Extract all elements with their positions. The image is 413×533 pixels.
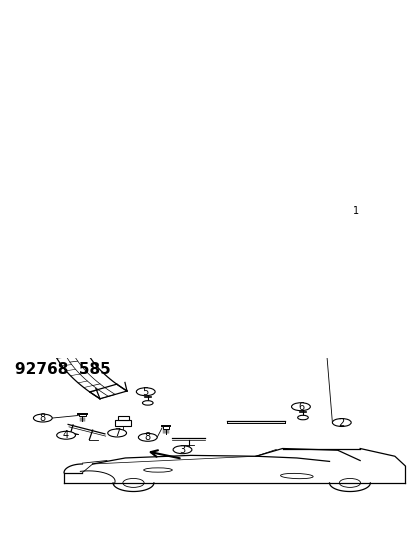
Circle shape xyxy=(173,446,191,454)
Text: 7: 7 xyxy=(114,428,120,438)
Text: 2: 2 xyxy=(338,417,344,427)
Bar xyxy=(162,426,169,429)
Text: 3: 3 xyxy=(179,445,185,455)
Circle shape xyxy=(138,433,157,441)
Circle shape xyxy=(346,207,365,215)
Text: 8: 8 xyxy=(145,432,150,442)
Text: 4: 4 xyxy=(63,430,69,440)
Circle shape xyxy=(33,414,52,422)
Text: 1: 1 xyxy=(352,206,358,216)
Circle shape xyxy=(107,429,126,437)
Circle shape xyxy=(142,401,153,405)
Circle shape xyxy=(332,418,350,426)
Circle shape xyxy=(136,388,155,395)
Text: 6: 6 xyxy=(297,402,303,411)
Bar xyxy=(315,207,343,215)
Bar xyxy=(118,416,128,420)
Text: 5: 5 xyxy=(142,387,149,397)
Text: 8: 8 xyxy=(40,413,46,423)
Circle shape xyxy=(297,415,308,420)
Bar xyxy=(79,414,85,416)
Circle shape xyxy=(57,431,75,439)
Bar xyxy=(115,420,131,426)
Circle shape xyxy=(291,403,310,410)
Text: 92768  585: 92768 585 xyxy=(15,362,111,377)
